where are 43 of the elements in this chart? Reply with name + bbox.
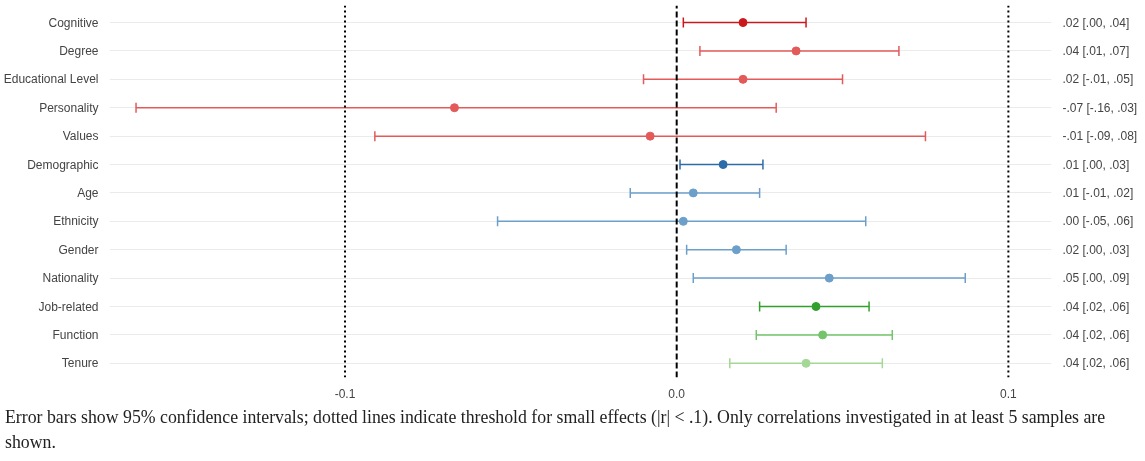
point [818,330,828,340]
y-tick-label: Job-related [38,299,99,314]
y-tick-label: Ethnicity [53,214,99,229]
y-tick-label: Demographic [27,157,99,172]
y-tick-label: Age [77,185,99,200]
y-tick-label: Tenure [61,356,99,371]
point [688,188,698,198]
point [791,46,801,56]
y-tick-label: Values [62,129,99,144]
text: Error bars show 95% confidence intervals; dotted lines indicate threshold for small effects (|r| < .1). Only correlations investigated in at least 5 samples are shown. [5,406,1107,455]
data-label: .02 [-.01, .05] [1062,72,1134,87]
point [801,358,811,368]
x-tick-label: -0.1 [334,386,356,401]
data-label: .04 [.02, .06] [1062,327,1130,342]
point [811,302,821,311]
y-tick-label: Cognitive [48,15,99,30]
y-tick-label: Gender [58,242,99,257]
x-tick-label: 0.0 [668,386,686,401]
point [824,273,834,283]
y-tick-label: Personality [39,100,99,115]
y-tick-label: Degree [59,43,99,58]
data-label: .02 [.00, .03] [1062,242,1130,257]
x-tick-label: 0.1 [1000,386,1018,401]
y-tick-label: Function [52,327,99,342]
data-label: .05 [.00, .09] [1062,271,1130,286]
data-label: -.01 [-.09, .08] [1062,129,1138,144]
data-label: .01 [.00, .03] [1062,157,1130,172]
data-label: .02 [.00, .04] [1062,15,1130,30]
point [645,131,655,141]
y-tick-label: Nationality [42,271,99,286]
data-label: .04 [.02, .06] [1062,299,1130,314]
point [738,74,748,84]
data-label: -.07 [-.16, .03] [1062,100,1138,115]
point [718,160,728,170]
y-tick-label: Educational Level [3,72,99,87]
data-label: .04 [.02, .06] [1062,356,1130,371]
data-label: .01 [-.01, .02] [1062,185,1134,200]
data-label: .00 [-.05, .06] [1062,214,1134,229]
point [678,216,688,226]
point [738,18,748,28]
data-label: .04 [.01, .07] [1062,43,1130,58]
point [731,245,741,255]
point [449,103,459,113]
